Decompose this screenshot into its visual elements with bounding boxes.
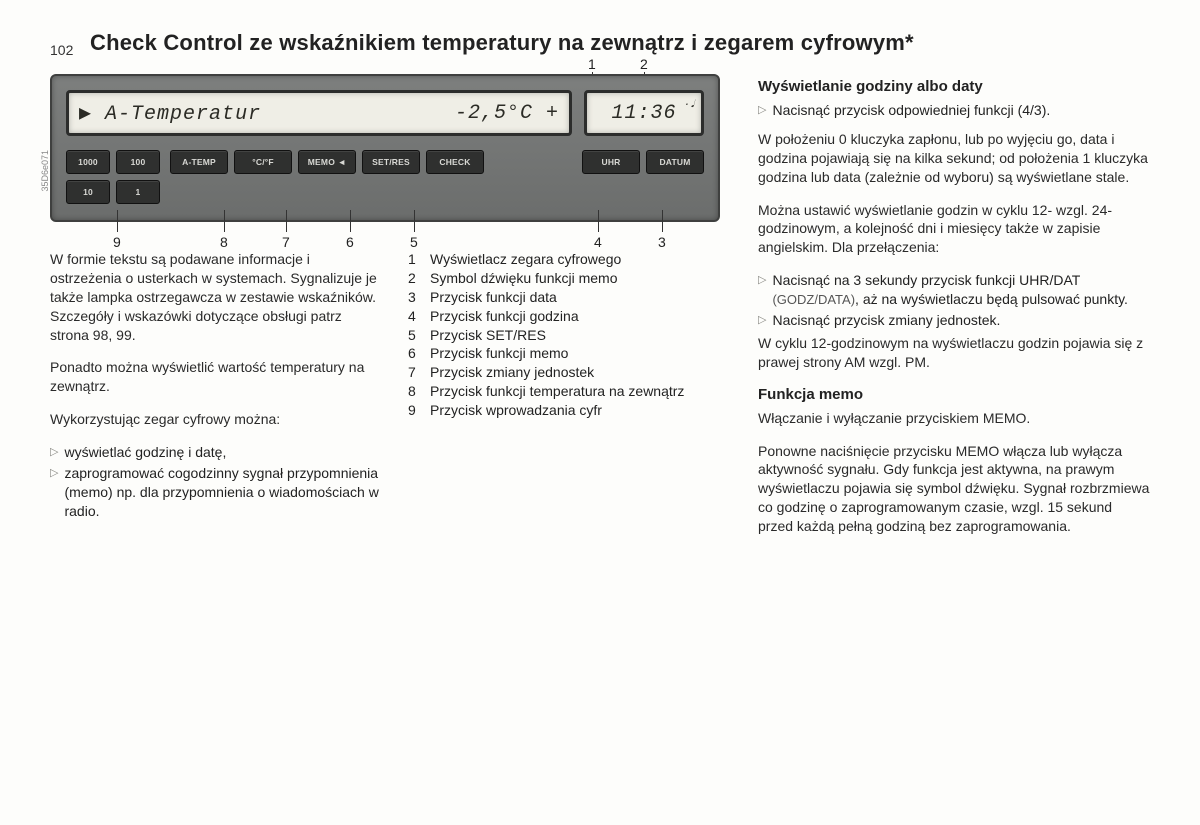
callout-2: 2 [640,56,648,72]
lcd-main: ▶ A-Temperatur -2,5°C + [66,90,572,136]
legend-num: 9 [408,401,430,420]
callout-5: 5 [410,234,418,250]
memo-symbol-icon: ·𝅘𝅥 [684,99,695,111]
triangle-icon: ▷ [758,103,766,120]
legend-text: Przycisk funkcji temperatura na zewnątrz [430,382,684,401]
right-button-group: UHR DATUM [582,150,704,174]
lcd-main-text-left: ▶ A-Temperatur [79,100,261,126]
right-p2: Można ustawić wyświetlanie godzin w cykl… [758,201,1150,258]
photo-ref: 35D6e071 [40,150,50,192]
btn-cf[interactable]: °C/°F [234,150,292,174]
right-b2a: ▷ Nacisnąć na 3 sekundy przycisk funkcji… [758,271,1150,309]
mid-button-group: A-TEMP °C/°F MEMO ◄ SET/RES CHECK [170,150,484,174]
legend-num: 1 [408,250,430,269]
right-h1: Wyświetlanie godziny albo daty [758,78,1150,95]
legend-row: 6Przycisk funkcji memo [408,344,718,363]
btn-uhr[interactable]: UHR [582,150,640,174]
btn-memo[interactable]: MEMO ◄ [298,150,356,174]
legend-text: Wyświetlacz zegara cyfrowego [430,250,621,269]
legend-text: Symbol dźwięku funkcji memo [430,269,618,288]
callout-4: 4 [594,234,602,250]
triangle-icon: ▷ [50,445,58,462]
legend-text: Przycisk funkcji data [430,288,557,307]
right-b2b: ▷ Nacisnąć przycisk zmiany jednostek. [758,311,1150,330]
left-bullet-2: ▷ zaprogramować cogodzinny sygnał przypo… [50,464,380,521]
left-p3: Wykorzystując zegar cyfrowy można: [50,410,380,429]
legend-row: 1Wyświetlacz zegara cyfrowego [408,250,718,269]
btn-1000[interactable]: 1000 [66,150,110,174]
numpad-group: 1000 100 10 1 [66,150,160,204]
btn-1[interactable]: 1 [116,180,160,204]
callout-1: 1 [588,56,596,72]
callout-7: 7 [282,234,290,250]
legend-num: 5 [408,326,430,345]
content: 1 2 ▶ A-Temperatur -2,5°C + 11:36 ·𝅘𝅥 [50,74,1150,550]
legend-row: 5Przycisk SET/RES [408,326,718,345]
legend-text: Przycisk SET/RES [430,326,546,345]
callout-8: 8 [220,234,228,250]
device-figure: 1 2 ▶ A-Temperatur -2,5°C + 11:36 ·𝅘𝅥 [50,74,720,222]
legend-text: Przycisk funkcji memo [430,344,568,363]
legend-text: Przycisk wprowadzania cyfr [430,401,602,420]
btn-atemp[interactable]: A-TEMP [170,150,228,174]
legend-row: 2Symbol dźwięku funkcji memo [408,269,718,288]
legend-num: 6 [408,344,430,363]
device-panel: ▶ A-Temperatur -2,5°C + 11:36 ·𝅘𝅥 1000 1… [50,74,720,222]
triangle-icon: ▷ [50,466,58,521]
btn-check[interactable]: CHECK [426,150,484,174]
legend-num: 4 [408,307,430,326]
right-p4: Włączanie i wyłączanie przyciskiem MEMO. [758,409,1150,428]
column-right: Wyświetlanie godziny albo daty ▷ Nacisną… [758,74,1150,550]
legend-num: 2 [408,269,430,288]
left-p1: W formie tekstu są podawane informacje i… [50,250,380,344]
right-p1: W położeniu 0 kluczyka zapłonu, lub po w… [758,130,1150,187]
triangle-icon: ▷ [758,273,766,309]
right-p5: Ponowne naciśnięcie przycisku MEMO włącz… [758,442,1150,536]
btn-100[interactable]: 100 [116,150,160,174]
legend-num: 7 [408,363,430,382]
right-b1: ▷ Nacisnąć przycisk odpowiedniej funkcji… [758,101,1150,120]
legend-row: 8Przycisk funkcji temperatura na zewnątr… [408,382,718,401]
page-title: Check Control ze wskaźnikiem temperatury… [90,30,1150,56]
callout-9: 9 [113,234,121,250]
callout-3: 3 [658,234,666,250]
triangle-icon: ▷ [758,313,766,330]
lcd-clock: 11:36 ·𝅘𝅥 [584,90,704,136]
legend-row: 4Przycisk funkcji godzina [408,307,718,326]
legend-row: 7Przycisk zmiany jednostek [408,363,718,382]
lcd-main-text-right: -2,5°C + [455,102,559,125]
btn-10[interactable]: 10 [66,180,110,204]
legend-num: 8 [408,382,430,401]
legend-text: Przycisk zmiany jednostek [430,363,594,382]
legend-row: 3Przycisk funkcji data [408,288,718,307]
right-p3: W cyklu 12-godzinowym na wyświetlaczu go… [758,334,1150,372]
right-h2: Funkcja memo [758,386,1150,403]
page-number: 102 [50,42,73,58]
callout-6: 6 [346,234,354,250]
column-mid: 1Wyświetlacz zegara cyfrowego2Symbol dźw… [408,250,718,523]
btn-datum[interactable]: DATUM [646,150,704,174]
legend-row: 9Przycisk wprowadzania cyfr [408,401,718,420]
left-bullet-1: ▷ wyświetlać godzinę i datę, [50,443,380,462]
lcd-clock-text: 11:36 [611,102,676,125]
legend-num: 3 [408,288,430,307]
column-left: W formie tekstu są podawane informacje i… [50,250,380,523]
legend-text: Przycisk funkcji godzina [430,307,579,326]
left-p2: Ponadto można wyświetlić wartość tempera… [50,358,380,396]
btn-setres[interactable]: SET/RES [362,150,420,174]
